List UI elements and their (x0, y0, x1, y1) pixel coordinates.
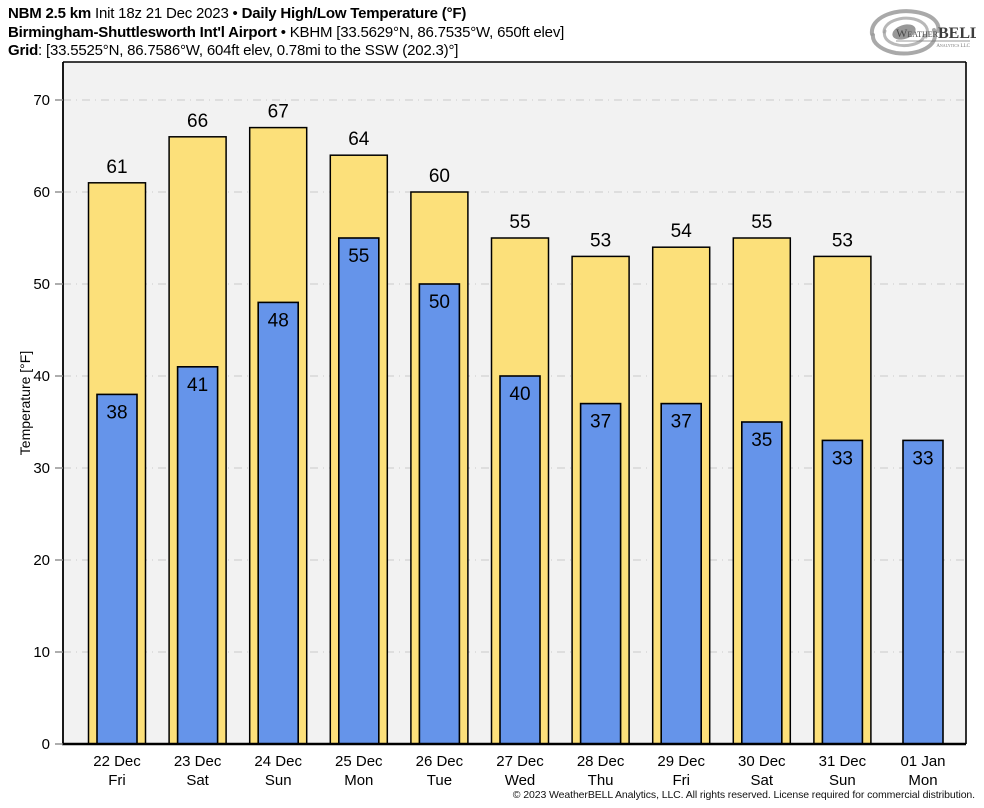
header-line-1: NBM 2.5 km Init 18z 21 Dec 2023 • Daily … (8, 5, 564, 24)
bar-group (168, 136, 227, 745)
x-tick-day-label: Wed (505, 772, 536, 789)
x-tick-date-label: 30 Dec (738, 753, 786, 770)
high-value-label: 53 (590, 230, 611, 251)
low-bar (821, 439, 864, 745)
low-bar (337, 237, 380, 745)
low-bar (740, 421, 783, 745)
x-tick-date-label: 25 Dec (335, 753, 383, 770)
station-details: • KBHM [33.5629°N, 86.7535°W, 650ft elev… (276, 23, 565, 41)
x-tick-day-label: Thu (588, 772, 614, 789)
bar-group (902, 439, 944, 745)
grid-label: Grid (8, 42, 39, 59)
bar-group (651, 246, 711, 745)
x-tick-day-label: Fri (672, 772, 690, 789)
x-tick-date-label: 31 Dec (819, 753, 867, 770)
bar-group (248, 126, 308, 745)
x-tick-date-label: 24 Dec (254, 753, 302, 770)
copyright-notice: © 2023 WeatherBELL Analytics, LLC. All r… (512, 789, 975, 801)
x-tick-date-label: 27 Dec (496, 753, 544, 770)
low-value-label: 55 (348, 246, 369, 267)
low-bar (902, 439, 944, 745)
x-tick-date-label: 29 Dec (657, 753, 705, 770)
y-axis (55, 99, 63, 745)
x-tick-day-label: Mon (908, 772, 937, 789)
high-value-label: 54 (671, 221, 693, 242)
logo-subtitle: Analytics LLC (936, 44, 970, 49)
x-tick-date-label: 01 Jan (900, 753, 945, 770)
logo-wordmark-bell: BELL (938, 25, 976, 42)
bar-group (87, 182, 147, 745)
hurricane-swirl-icon (869, 9, 941, 56)
x-tick-date-label: 23 Dec (174, 753, 222, 770)
grid-details: : [33.5525°N, 86.7586°W, 604ft elev, 0.7… (38, 42, 459, 59)
y-tick-label: 20 (33, 552, 50, 569)
y-tick-label: 50 (33, 276, 50, 293)
x-tick-day-label: Mon (344, 772, 373, 789)
bar-group (813, 255, 872, 745)
low-bar (176, 365, 219, 745)
station-name: Birmingham-Shuttlesworth Int'l Airport (8, 23, 277, 41)
high-value-label: 67 (268, 102, 289, 123)
y-tick-label: 10 (33, 644, 50, 661)
y-tick-label: 0 (42, 736, 50, 753)
bar-group (490, 237, 550, 745)
low-value-label: 40 (509, 384, 530, 405)
x-tick-date-label: 26 Dec (416, 753, 464, 770)
bars (87, 126, 944, 745)
chart-header: NBM 2.5 km Init 18z 21 Dec 2023 • Daily … (8, 5, 564, 61)
y-axis-title: Temperature [°F] (17, 351, 33, 455)
low-bar (418, 283, 461, 745)
y-tick-label: 60 (33, 184, 50, 201)
y-tick-label: 70 (33, 92, 50, 109)
low-bar (579, 402, 622, 745)
low-value-label: 35 (751, 430, 772, 451)
high-value-label: 55 (509, 212, 530, 233)
x-tick-date-label: 22 Dec (93, 753, 141, 770)
product-title: Daily High/Low Temperature (°F) (241, 5, 467, 22)
logo-wordmark-weather: Weather (896, 26, 939, 40)
low-bar (257, 301, 300, 745)
high-value-label: 60 (429, 166, 450, 187)
low-bar (96, 393, 138, 745)
x-tick-day-label: Sun (829, 772, 856, 789)
init-time: Init 18z 21 Dec 2023 • (91, 5, 242, 22)
low-value-label: 38 (106, 402, 127, 423)
high-value-label: 55 (751, 212, 772, 233)
bar-group (732, 237, 792, 745)
low-bar (660, 402, 703, 745)
x-tick-day-label: Fri (108, 772, 126, 789)
high-value-label: 53 (832, 230, 853, 251)
x-tick-date-label: 28 Dec (577, 753, 625, 770)
high-value-label: 61 (106, 157, 127, 178)
low-value-label: 33 (912, 448, 933, 469)
low-value-label: 37 (590, 412, 611, 433)
low-value-label: 41 (187, 375, 208, 396)
x-tick-day-label: Sat (186, 772, 209, 789)
bar-group (410, 191, 469, 745)
x-tick-day-label: Sat (751, 772, 774, 789)
low-value-label: 33 (832, 448, 853, 469)
y-tick-label: 40 (33, 368, 50, 385)
y-tick-label: 30 (33, 460, 50, 477)
header-line-3: Grid: [33.5525°N, 86.7586°W, 604ft elev,… (8, 42, 564, 61)
low-value-label: 48 (268, 310, 289, 331)
bar-group (571, 255, 630, 745)
x-tick-day-label: Tue (427, 772, 452, 789)
high-value-label: 64 (348, 129, 370, 150)
low-value-label: 37 (671, 412, 692, 433)
header-line-2: Birmingham-Shuttlesworth Int'l Airport •… (8, 24, 564, 43)
high-value-label: 66 (187, 111, 208, 132)
bar-group (329, 154, 389, 745)
low-value-label: 50 (429, 292, 450, 313)
low-bar (499, 375, 541, 745)
x-tick-day-label: Sun (265, 772, 292, 789)
model-name: NBM 2.5 km (8, 5, 92, 22)
weatherbell-logo: Weather BELL Analytics LLC (869, 9, 976, 56)
